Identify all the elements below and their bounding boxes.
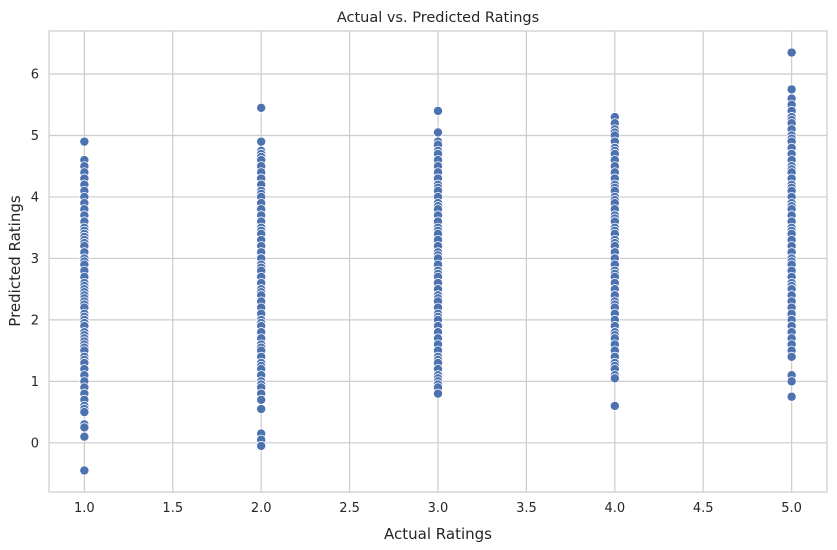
chart-title: Actual vs. Predicted Ratings <box>337 10 539 26</box>
data-point <box>786 47 797 58</box>
data-point <box>79 422 90 433</box>
data-point <box>79 431 90 442</box>
y-tick-label: 3 <box>31 252 39 267</box>
y-tick-label: 1 <box>31 375 39 390</box>
data-point <box>79 465 90 476</box>
x-axis-label: Actual Ratings <box>384 525 492 543</box>
x-tick-label: 4.5 <box>693 501 714 516</box>
data-point <box>432 388 443 399</box>
data-point <box>786 391 797 402</box>
y-axis-label: Predicted Ratings <box>6 195 24 327</box>
data-point <box>79 407 90 418</box>
x-tick-label: 5.0 <box>781 501 802 516</box>
data-point <box>609 373 620 384</box>
data-point <box>432 105 443 116</box>
data-point <box>609 400 620 411</box>
x-tick-label: 2.5 <box>339 501 360 516</box>
data-point <box>79 136 90 147</box>
data-point <box>256 102 267 113</box>
x-tick-labels: 1.0 1.5 2.0 2.5 3.0 3.5 4.0 4.5 5.0 <box>74 501 802 516</box>
data-point <box>432 127 443 138</box>
y-tick-label: 0 <box>31 436 39 451</box>
data-point <box>256 404 267 415</box>
data-point <box>256 136 267 147</box>
y-tick-label: 2 <box>31 313 39 328</box>
x-tick-label: 2.0 <box>251 501 272 516</box>
y-tick-label: 6 <box>31 68 39 83</box>
y-tick-labels: 0 1 2 3 4 5 6 <box>31 68 39 452</box>
data-point <box>786 351 797 362</box>
data-point <box>786 84 797 95</box>
y-tick-label: 4 <box>31 190 39 205</box>
x-tick-label: 1.5 <box>162 501 183 516</box>
x-tick-label: 1.0 <box>74 501 95 516</box>
plot-frame <box>48 30 828 493</box>
x-tick-label: 3.5 <box>516 501 537 516</box>
data-point <box>786 376 797 387</box>
y-tick-label: 5 <box>31 129 39 144</box>
data-point <box>256 440 267 451</box>
x-tick-label: 4.0 <box>604 501 625 516</box>
data-points <box>79 47 797 476</box>
data-point <box>256 394 267 405</box>
x-tick-label: 3.0 <box>428 501 449 516</box>
